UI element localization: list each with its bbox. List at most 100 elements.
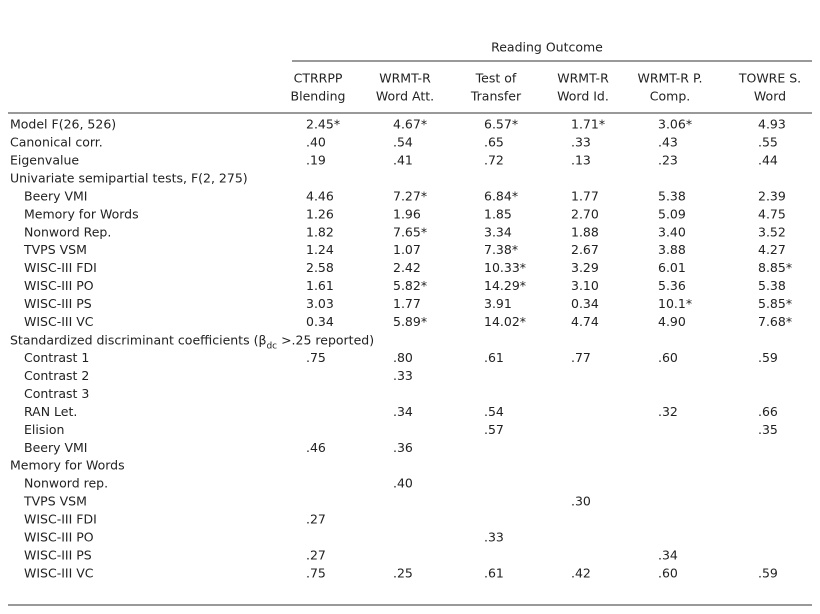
label-part: >.25 reported) <box>277 332 374 347</box>
cell: .43 <box>658 134 678 149</box>
cell: 8.85* <box>758 260 792 275</box>
cell: 2.45* <box>306 117 340 132</box>
cell: 2.58 <box>306 260 334 275</box>
row-label: Contrast 3 <box>24 386 89 401</box>
cell: 3.91 <box>484 296 512 311</box>
cell: .61 <box>484 566 504 581</box>
column-header: Word Id. <box>557 89 609 104</box>
cell: 3.10 <box>571 278 599 293</box>
cell: 14.02* <box>484 314 526 329</box>
row-label: WISC-III PO <box>24 530 94 545</box>
row-label: Canonical corr. <box>10 134 103 149</box>
cell: .65 <box>484 134 504 149</box>
row-label: WISC-III VC <box>24 566 94 581</box>
cell: 2.67 <box>571 242 599 257</box>
row-label: Model F(26, 526) <box>10 117 116 132</box>
cell: 5.89* <box>393 314 427 329</box>
column-header: Word Att. <box>376 89 434 104</box>
cell: 6.57* <box>484 117 518 132</box>
row-label: Contrast 2 <box>24 368 89 383</box>
cell: .60 <box>658 566 678 581</box>
cell: 1.85 <box>484 206 512 221</box>
cell: 5.36 <box>658 278 686 293</box>
cell: 4.74 <box>571 314 599 329</box>
cell: .32 <box>658 404 678 419</box>
row-label: WISC-III PS <box>24 548 92 563</box>
cell: .34 <box>393 404 413 419</box>
cell: 5.09 <box>658 206 686 221</box>
row-label: Eigenvalue <box>10 152 79 167</box>
column-header: Blending <box>291 89 346 104</box>
cell: 1.24 <box>306 242 334 257</box>
cell: 4.27 <box>758 242 786 257</box>
cell: 7.38* <box>484 242 518 257</box>
cell: .30 <box>571 494 591 509</box>
cell: .72 <box>484 152 504 167</box>
cell: 4.46 <box>306 188 334 203</box>
cell: 3.34 <box>484 224 512 239</box>
row-label: Contrast 1 <box>24 350 89 365</box>
cell: 1.77 <box>571 188 599 203</box>
cell: 3.03 <box>306 296 334 311</box>
cell: .27 <box>306 512 326 527</box>
cell: .35 <box>758 422 778 437</box>
row-label: Elision <box>24 422 64 437</box>
row-label: RAN Let. <box>24 404 77 419</box>
cell: .33 <box>484 530 504 545</box>
cell: 4.75 <box>758 206 786 221</box>
row-label: Beery VMI <box>24 188 88 203</box>
cell: .42 <box>571 566 591 581</box>
cell: 1.61 <box>306 278 334 293</box>
row-label: WISC-III PS <box>24 296 92 311</box>
cell: .36 <box>393 440 413 455</box>
cell: 4.93 <box>758 117 786 132</box>
label-part: dc <box>266 341 277 351</box>
row-label: Beery VMI <box>24 440 88 455</box>
column-header: TOWRE S. <box>738 71 801 86</box>
cell: .59 <box>758 566 778 581</box>
cell: .80 <box>393 350 413 365</box>
row-label: WISC-III VC <box>24 314 94 329</box>
cell: 5.85* <box>758 296 792 311</box>
cell: .23 <box>658 152 678 167</box>
cell: .77 <box>571 350 591 365</box>
cell: 3.88 <box>658 242 686 257</box>
cell: 2.70 <box>571 206 599 221</box>
cell: 5.38 <box>658 188 686 203</box>
row-label: Nonword Rep. <box>24 224 111 239</box>
cell: 3.29 <box>571 260 599 275</box>
label-part: Standardized discriminant coefficients (… <box>10 332 266 347</box>
row-label: WISC-III PO <box>24 278 94 293</box>
cell: 0.34 <box>306 314 334 329</box>
cell: .54 <box>484 404 504 419</box>
spanner: Reading Outcome <box>491 40 603 55</box>
cell: 1.07 <box>393 242 421 257</box>
cell: .57 <box>484 422 504 437</box>
cell: 1.26 <box>306 206 334 221</box>
row-heading: Standardized discriminant coefficients (… <box>10 332 374 351</box>
row-heading: Univariate semipartial tests, F(2, 275) <box>10 170 248 185</box>
row-heading: Memory for Words <box>10 458 125 473</box>
cell: .46 <box>306 440 326 455</box>
cell: 7.68* <box>758 314 792 329</box>
row-label: Nonword rep. <box>24 476 108 491</box>
cell: 2.39 <box>758 188 786 203</box>
row-label: WISC-III FDI <box>24 260 97 275</box>
cell: .19 <box>306 152 326 167</box>
cell: 3.52 <box>758 224 786 239</box>
cell: 7.27* <box>393 188 427 203</box>
cell: 2.42 <box>393 260 421 275</box>
row-label: TVPS VSM <box>23 494 87 509</box>
cell: 1.82 <box>306 224 334 239</box>
cell: 6.84* <box>484 188 518 203</box>
cell: 1.71* <box>571 117 605 132</box>
column-header: Test of <box>475 71 517 86</box>
cell: 5.82* <box>393 278 427 293</box>
cell: .75 <box>306 350 326 365</box>
column-header: WRMT-R <box>379 71 431 86</box>
cell: .25 <box>393 566 413 581</box>
cell: 14.29* <box>484 278 526 293</box>
cell: 1.77 <box>393 296 421 311</box>
row-label: WISC-III FDI <box>24 512 97 527</box>
cell: 10.1* <box>658 296 692 311</box>
